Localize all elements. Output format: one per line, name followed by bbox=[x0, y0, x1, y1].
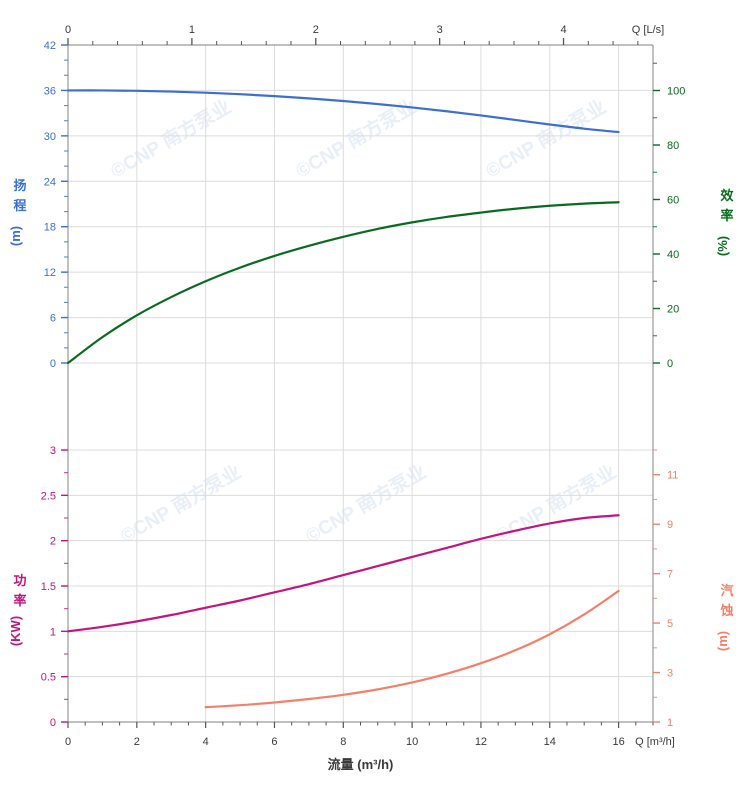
ytick-label-head: 12 bbox=[44, 267, 56, 279]
y-axis-title-npsh: 汽 bbox=[720, 583, 733, 598]
xtick-label-top: 2 bbox=[313, 24, 319, 36]
xtick-label-bottom: 14 bbox=[544, 736, 556, 748]
xtick-label-bottom: 10 bbox=[406, 736, 418, 748]
ytick-label-power: 0.5 bbox=[41, 672, 56, 684]
ytick-label-power: 2.5 bbox=[41, 490, 56, 502]
ytick-label-efficiency: 0 bbox=[667, 358, 673, 370]
xtick-label-top: 0 bbox=[65, 24, 71, 36]
y-axis-title-npsh: 蚀 bbox=[719, 603, 733, 618]
y-axis-title-efficiency: 率 bbox=[720, 208, 733, 223]
ytick-label-npsh: 7 bbox=[667, 569, 673, 581]
xtick-label-bottom: 16 bbox=[612, 736, 624, 748]
y-axis-unit-npsh: (m) bbox=[715, 631, 730, 651]
ytick-label-head: 42 bbox=[44, 40, 56, 52]
ytick-label-power: 0 bbox=[50, 717, 56, 729]
ytick-label-head: 6 bbox=[50, 313, 56, 325]
ytick-label-head: 24 bbox=[44, 176, 56, 188]
ytick-label-npsh: 1 bbox=[667, 717, 673, 729]
xtick-label-bottom: 0 bbox=[65, 736, 71, 748]
y-axis-unit-head: (m) bbox=[8, 226, 23, 246]
xtick-label-top: 3 bbox=[437, 24, 443, 36]
curve-head bbox=[66, 89, 620, 134]
curve-power bbox=[66, 514, 620, 633]
x-axis-title: 流量 (m³/h) bbox=[328, 757, 394, 772]
ytick-label-efficiency: 20 bbox=[667, 304, 679, 316]
xtick-label-bottom: 4 bbox=[203, 736, 209, 748]
ytick-label-npsh: 11 bbox=[667, 470, 678, 482]
y-axis-title-power: 率 bbox=[13, 593, 26, 608]
y-axis-title-efficiency: 效 bbox=[720, 188, 734, 203]
ytick-label-efficiency: 60 bbox=[667, 195, 679, 207]
xtick-label-bottom: 6 bbox=[271, 736, 277, 748]
ytick-label-power: 1.5 bbox=[41, 581, 56, 593]
ytick-label-npsh: 3 bbox=[667, 668, 673, 680]
y-axis-unit-power: (KW) bbox=[8, 616, 23, 646]
curve-npsh bbox=[204, 589, 620, 709]
curve-efficiency bbox=[66, 201, 620, 365]
ytick-label-efficiency: 100 bbox=[667, 86, 685, 98]
ytick-label-npsh: 5 bbox=[667, 618, 673, 630]
xtick-label-top: 4 bbox=[560, 24, 566, 36]
xtick-label-bottom: 12 bbox=[475, 736, 487, 748]
ytick-label-power: 2 bbox=[50, 536, 56, 548]
ytick-label-head: 30 bbox=[44, 131, 56, 143]
y-axis-title-power: 功 bbox=[13, 573, 26, 588]
y-axis-unit-efficiency: (%) bbox=[715, 236, 730, 256]
ytick-label-npsh: 9 bbox=[667, 519, 673, 531]
ytick-label-head: 18 bbox=[44, 222, 56, 234]
x-axis-unit-bottom: Q [m³/h] bbox=[635, 736, 675, 748]
ytick-label-head: 0 bbox=[50, 358, 56, 370]
xtick-label-bottom: 2 bbox=[134, 736, 140, 748]
xtick-label-top: 1 bbox=[189, 24, 195, 36]
ytick-label-power: 3 bbox=[50, 445, 56, 457]
y-axis-title-head: 程 bbox=[13, 198, 26, 213]
ytick-label-power: 1 bbox=[50, 626, 56, 638]
ytick-label-head: 36 bbox=[44, 85, 56, 97]
ytick-label-efficiency: 40 bbox=[667, 249, 679, 261]
y-axis-title-head: 扬 bbox=[13, 178, 26, 193]
x-axis-unit-top: Q [L/s] bbox=[632, 24, 664, 36]
xtick-label-bottom: 8 bbox=[340, 736, 346, 748]
ytick-label-efficiency: 80 bbox=[667, 140, 679, 152]
